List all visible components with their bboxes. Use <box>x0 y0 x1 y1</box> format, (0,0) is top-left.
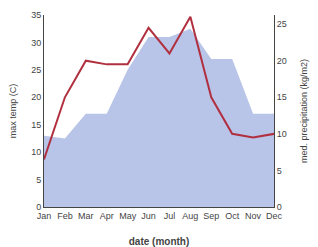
svg-text:Sep: Sep <box>203 211 219 221</box>
svg-text:Oct: Oct <box>225 211 240 221</box>
svg-text:Dec: Dec <box>266 211 283 221</box>
svg-text:Jul: Jul <box>164 211 176 221</box>
svg-text:Nov: Nov <box>245 211 262 221</box>
svg-text:May: May <box>119 211 137 221</box>
svg-text:Jan: Jan <box>37 211 52 221</box>
svg-text:Aug: Aug <box>182 211 198 221</box>
svg-text:35: 35 <box>31 10 41 20</box>
svg-text:20: 20 <box>31 92 41 102</box>
svg-text:5: 5 <box>277 166 282 176</box>
svg-text:Mar: Mar <box>78 211 94 221</box>
svg-text:Apr: Apr <box>100 211 114 221</box>
svg-text:Jun: Jun <box>141 211 156 221</box>
svg-text:0: 0 <box>36 202 41 212</box>
svg-text:10: 10 <box>31 147 41 157</box>
svg-text:10: 10 <box>277 129 287 139</box>
svg-text:date (month): date (month) <box>129 236 190 247</box>
svg-text:25: 25 <box>277 19 287 29</box>
svg-text:0: 0 <box>277 202 282 212</box>
svg-text:30: 30 <box>31 38 41 48</box>
svg-text:5: 5 <box>36 175 41 185</box>
svg-text:med. precipitation (kg/m2): med. precipitation (kg/m2) <box>299 59 309 163</box>
svg-text:Feb: Feb <box>57 211 73 221</box>
svg-text:15: 15 <box>31 120 41 130</box>
svg-text:25: 25 <box>31 65 41 75</box>
svg-text:max temp (C): max temp (C) <box>8 84 18 139</box>
svg-text:15: 15 <box>277 92 287 102</box>
svg-text:20: 20 <box>277 56 287 66</box>
